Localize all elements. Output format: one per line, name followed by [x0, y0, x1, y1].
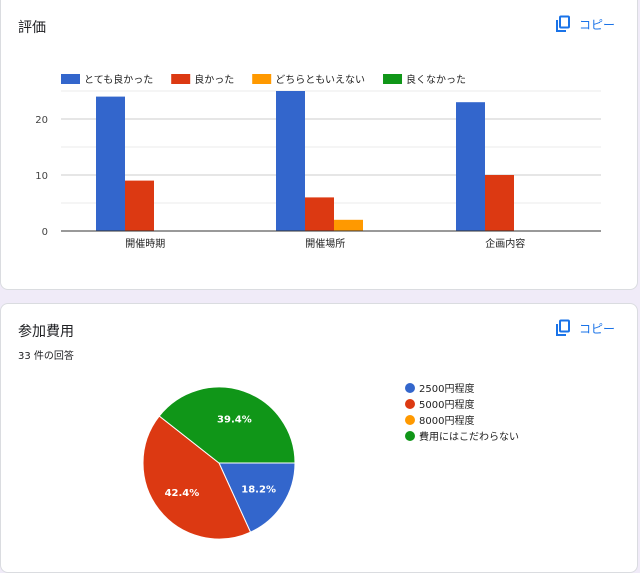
bar [334, 219, 363, 231]
y-tick-label: 20 [35, 115, 48, 126]
bar [485, 175, 514, 231]
category-label: 開催時期 [125, 237, 165, 250]
legend-swatch [171, 74, 191, 84]
legend-label: 2500円程度 [419, 382, 474, 395]
evaluation-card: 評価 コピー 0 10 20 開催時期 開催場所 企画内容 とても良かった 良かった どちらとも… [0, 0, 638, 290]
legend-label: とても良かった [84, 73, 153, 86]
pie-slice [158, 386, 296, 464]
pie-slice [142, 415, 252, 540]
legend-label: 良かった [194, 73, 234, 86]
bar [96, 96, 125, 231]
copy-button[interactable]: コピー [555, 319, 615, 337]
legend-swatch [405, 383, 415, 393]
slice-label: 42.4% [165, 488, 200, 499]
legend-swatch [405, 431, 415, 441]
slice-label: 18.2% [241, 484, 276, 495]
pie-chart: 18.2% 42.4% 39.4% 2500円程度 5000円程度 8000円程度費用には… [142, 382, 519, 540]
bar [305, 197, 334, 231]
copy-label: コピー [578, 17, 615, 32]
legend-label: どちらともいえない [275, 74, 365, 86]
legend-swatch [405, 415, 415, 425]
copy-icon [555, 15, 570, 32]
y-tick-label: 10 [35, 171, 48, 182]
legend-swatch [405, 399, 415, 409]
legend-label: 費用にはこだわらない [419, 430, 519, 443]
legend-swatch [383, 74, 403, 84]
bar-chart: 0 10 20 開催時期 開催場所 企画内容 とても良かった 良かった どちらともいえない 良くな… [35, 73, 601, 250]
legend-label: 8000円程度 [419, 414, 474, 427]
copy-button[interactable]: コピー [555, 15, 615, 33]
legend-swatch [61, 74, 80, 84]
category-label: 企画内容 [485, 237, 525, 250]
copy-label: コピー [578, 321, 615, 336]
bar [276, 91, 305, 231]
bar [456, 102, 485, 231]
legend-swatch [252, 74, 272, 84]
slice-label: 39.4% [217, 414, 252, 425]
cost-card: 参加費用 33 件の回答 コピー 18.2% 42.4% 39.4% 2500円程度 5… [0, 303, 638, 573]
pie-slice [218, 462, 296, 533]
copy-icon [555, 319, 570, 336]
card-title: 評価 [18, 20, 46, 36]
card-title: 参加費用 [18, 324, 74, 340]
bar [125, 180, 154, 231]
y-tick-label: 0 [42, 227, 48, 238]
legend-label: 5000円程度 [419, 398, 474, 411]
category-label: 開催場所 [305, 237, 345, 250]
response-count: 33 件の回答 [18, 351, 74, 362]
legend-label: 良くなかった [406, 73, 466, 86]
